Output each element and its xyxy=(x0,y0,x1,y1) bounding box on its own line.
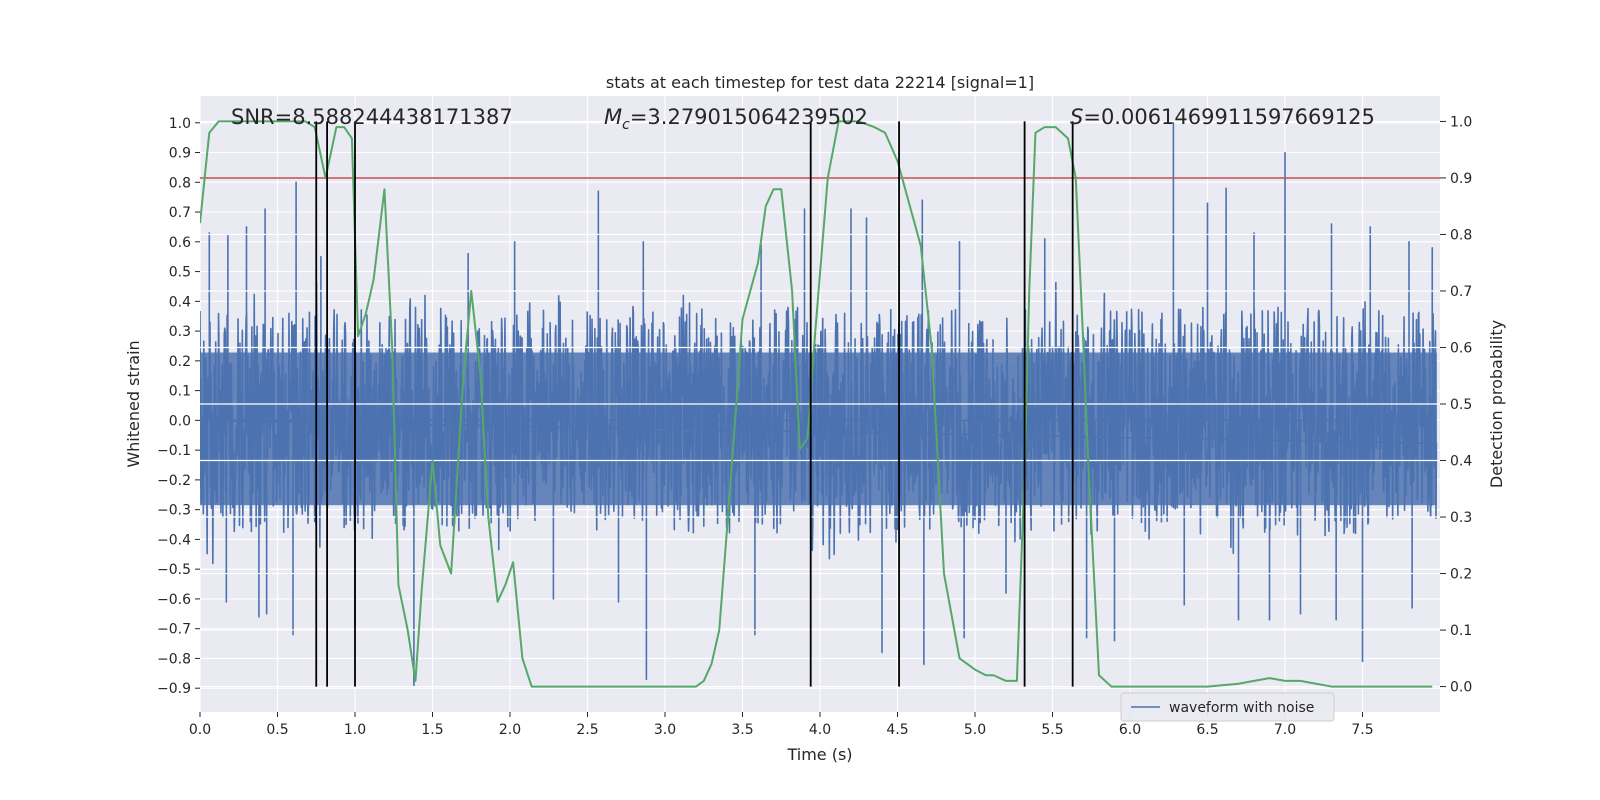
y-tick-label: 0.2 xyxy=(169,354,191,370)
y-tick-label: −0.1 xyxy=(157,443,191,459)
y-axis-ticks: 1.0 0.9 0.8 0.7 0.6 0.5 0.4 0.3 0.2 0.1 0.0 −0.1 −0.… xyxy=(157,116,200,697)
chart-title: stats at each timestep for test data 222… xyxy=(606,73,1034,92)
x-axis-ticks: 0.0 0.5 1.0 1.5 2.0 2.5 3.0 3.5 4.0 4.5 5.0 5.5 6.0 6… xyxy=(189,712,1374,738)
y-tick-label: −0.9 xyxy=(157,681,191,697)
y2-tick-label: 0.6 xyxy=(1450,340,1472,356)
legend: waveform with noise xyxy=(1120,692,1335,722)
x-tick-label: 1.5 xyxy=(421,722,443,738)
y-tick-label: −0.2 xyxy=(157,473,191,489)
y-tick-label: 0.8 xyxy=(169,175,191,191)
probability-line xyxy=(200,120,1433,688)
x-tick-label: 3.5 xyxy=(731,722,753,738)
y2-axis-label: Detection probability xyxy=(1487,320,1506,488)
x-tick-label: 4.5 xyxy=(886,722,908,738)
x-tick-label: 5.0 xyxy=(964,722,986,738)
waveform-core xyxy=(200,352,1437,506)
chirp-mass-subscript: c xyxy=(622,117,630,133)
y2-tick-label: 0.9 xyxy=(1450,171,1472,187)
y-tick-label: −0.4 xyxy=(157,532,191,548)
x-tick-label: 0.5 xyxy=(266,722,288,738)
x-tick-label: 3.0 xyxy=(654,722,676,738)
probability-series xyxy=(200,120,1433,688)
waveform-series xyxy=(200,121,1438,687)
vertical-markers xyxy=(315,121,1074,687)
y-axis-label: Whitened strain xyxy=(124,340,143,467)
x-axis-label: Time (s) xyxy=(786,745,852,764)
y2-tick-label: 0.4 xyxy=(1450,454,1472,470)
x-tick-label: 6.0 xyxy=(1119,722,1141,738)
s-annotation: S=0.0061469911597669125 xyxy=(1070,105,1375,129)
y2-axis-ticks: 1.0 0.9 0.8 0.7 0.6 0.5 0.4 0.3 0.2 0.1 0.0 xyxy=(1440,114,1472,696)
y-tick-label: −0.6 xyxy=(157,592,191,608)
y-tick-label: 0.5 xyxy=(169,265,191,281)
plot-content xyxy=(200,120,1440,688)
chirp-mass-value: =3.279015064239502 xyxy=(630,105,868,129)
y-tick-label: −0.5 xyxy=(157,562,191,578)
y-tick-label: 0.6 xyxy=(169,235,191,251)
y2-tick-label: 0.1 xyxy=(1450,623,1472,639)
s-value: =0.0061469911597669125 xyxy=(1083,105,1375,129)
x-tick-label: 0.0 xyxy=(189,722,211,738)
y-tick-label: 0.3 xyxy=(169,324,191,340)
y-tick-label: 0.4 xyxy=(169,294,191,310)
y-tick-label: 0.7 xyxy=(169,205,191,221)
x-tick-label: 2.0 xyxy=(499,722,521,738)
legend-box xyxy=(1120,692,1335,722)
x-tick-label: 5.5 xyxy=(1041,722,1063,738)
y-tick-label: 1.0 xyxy=(169,116,191,132)
legend-entry: waveform with noise xyxy=(1169,700,1314,716)
x-tick-label: 1.0 xyxy=(344,722,366,738)
snr-annotation: SNR=8.588244438171387 xyxy=(231,105,513,129)
x-tick-label: 6.5 xyxy=(1196,722,1218,738)
y2-tick-label: 1.0 xyxy=(1450,114,1472,130)
y-tick-label: 0.0 xyxy=(169,413,191,429)
x-tick-label: 2.5 xyxy=(576,722,598,738)
x-tick-label: 7.0 xyxy=(1274,722,1296,738)
s-symbol: S xyxy=(1070,105,1083,129)
x-tick-label: 4.0 xyxy=(809,722,831,738)
chirp-mass-symbol: M xyxy=(604,105,622,129)
y2-tick-label: 0.0 xyxy=(1450,680,1472,696)
y-tick-label: −0.3 xyxy=(157,503,191,519)
y-tick-label: 0.1 xyxy=(169,384,191,400)
y-tick-label: −0.8 xyxy=(157,651,191,667)
y2-tick-label: 0.5 xyxy=(1450,397,1472,413)
chirp-mass-annotation: Mc=3.279015064239502 xyxy=(604,105,868,133)
y-tick-label: −0.7 xyxy=(157,622,191,638)
y2-tick-label: 0.2 xyxy=(1450,567,1472,583)
y2-tick-label: 0.7 xyxy=(1450,284,1472,300)
y2-tick-label: 0.3 xyxy=(1450,510,1472,526)
y2-tick-label: 0.8 xyxy=(1450,227,1472,243)
y-tick-label: 0.9 xyxy=(169,146,191,162)
x-tick-label: 7.5 xyxy=(1351,722,1373,738)
